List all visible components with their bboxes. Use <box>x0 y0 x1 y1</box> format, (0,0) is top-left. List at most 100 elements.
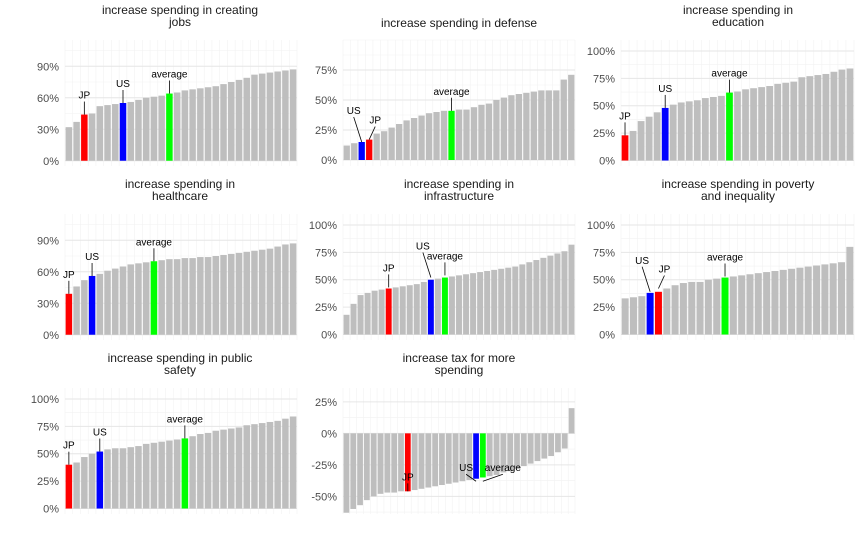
y-tick-label: 50% <box>593 101 615 113</box>
y-tick-label: 0% <box>599 330 615 342</box>
bar <box>704 279 712 335</box>
bar-label-jp: JP <box>619 111 631 122</box>
bar-us <box>473 433 479 479</box>
bar <box>838 69 846 161</box>
y-tick-label: 100% <box>309 220 337 232</box>
bar <box>228 428 235 509</box>
bar <box>440 110 448 160</box>
bar <box>142 443 150 509</box>
y-tick-label: -50% <box>311 491 337 503</box>
bar-average <box>150 261 158 335</box>
bar <box>73 286 80 335</box>
label-leader-line <box>641 266 651 292</box>
panel-title: increase spending in public safety <box>108 351 253 377</box>
bar <box>456 275 462 335</box>
bar <box>343 314 350 335</box>
bar <box>645 116 653 161</box>
y-tick-label: 75% <box>315 65 337 77</box>
bar <box>500 433 507 473</box>
bar <box>235 252 243 335</box>
panel-title: increase spending in creating jobs <box>102 3 258 29</box>
label-leader-line <box>353 116 363 143</box>
y-tick-label: 25% <box>315 302 337 314</box>
bar <box>498 268 505 335</box>
bar <box>166 259 173 335</box>
bar <box>637 121 645 161</box>
bar <box>754 273 762 335</box>
panel-title: increase spending in defense <box>381 16 537 30</box>
bar <box>413 284 420 335</box>
panel-title: increase spending in healthcare <box>125 177 235 203</box>
bar-jp <box>366 139 373 160</box>
bar <box>519 264 526 335</box>
bar <box>350 303 357 335</box>
bar <box>439 433 445 486</box>
bar <box>710 96 717 161</box>
y-tick-label: 50% <box>315 275 337 287</box>
bar-label-us: US <box>459 463 473 474</box>
bar <box>477 272 484 335</box>
bar <box>515 94 523 160</box>
bar <box>173 92 181 161</box>
bar <box>806 76 814 161</box>
bar <box>493 433 500 475</box>
bar <box>104 270 111 335</box>
bar <box>685 101 693 161</box>
bar <box>470 273 477 335</box>
bar <box>526 262 533 335</box>
bar <box>266 72 274 161</box>
bar <box>274 246 281 335</box>
bar <box>829 263 837 335</box>
bar-us <box>358 142 365 160</box>
bar <box>478 104 485 160</box>
bar <box>788 268 796 335</box>
bar <box>142 262 150 335</box>
bar <box>491 269 498 335</box>
y-tick-label: 0% <box>321 330 337 342</box>
bar <box>119 266 127 335</box>
bar <box>381 131 388 160</box>
bar <box>158 441 165 509</box>
bar <box>500 97 508 160</box>
bar-jp <box>404 433 411 492</box>
bar <box>96 106 104 161</box>
bar-jp <box>654 291 662 335</box>
bar <box>701 98 709 161</box>
bar <box>388 127 395 160</box>
bar <box>282 244 289 335</box>
bar-label-jp: JP <box>659 265 671 276</box>
bar <box>274 420 281 509</box>
bar-us <box>88 275 96 335</box>
bar <box>266 248 274 335</box>
bar-label-us: US <box>658 84 672 95</box>
bar <box>629 297 637 335</box>
bar <box>81 457 88 509</box>
bar <box>228 82 235 161</box>
bar-label-jp: JP <box>402 472 414 483</box>
bar-label-average: average <box>427 251 464 262</box>
y-tick-label: 50% <box>593 275 615 287</box>
bar <box>189 258 196 335</box>
bar <box>243 77 250 161</box>
chart-panel-2: increase spending in defense 0% 25% 50% 75% U… <box>315 16 576 167</box>
bar <box>343 145 350 160</box>
bar <box>135 99 142 161</box>
bar <box>554 253 561 335</box>
panel-title: increase spending in poverty and inequali… <box>662 177 815 203</box>
bar-label-jp: JP <box>383 263 395 274</box>
bar <box>418 433 425 489</box>
bar-us <box>661 107 669 161</box>
y-tick-label: 60% <box>37 267 59 279</box>
bar-label-jp: JP <box>63 441 75 452</box>
label-leader-line <box>658 275 665 289</box>
bar <box>357 295 364 335</box>
bar <box>653 112 661 161</box>
bar-average <box>480 433 486 478</box>
bar <box>693 100 701 161</box>
bar <box>212 256 220 335</box>
bar-label-average: average <box>136 237 173 248</box>
bar-label-us: US <box>416 242 430 253</box>
y-tick-label: -25% <box>311 460 337 472</box>
bar <box>541 433 548 459</box>
bar-label-average: average <box>433 87 470 98</box>
